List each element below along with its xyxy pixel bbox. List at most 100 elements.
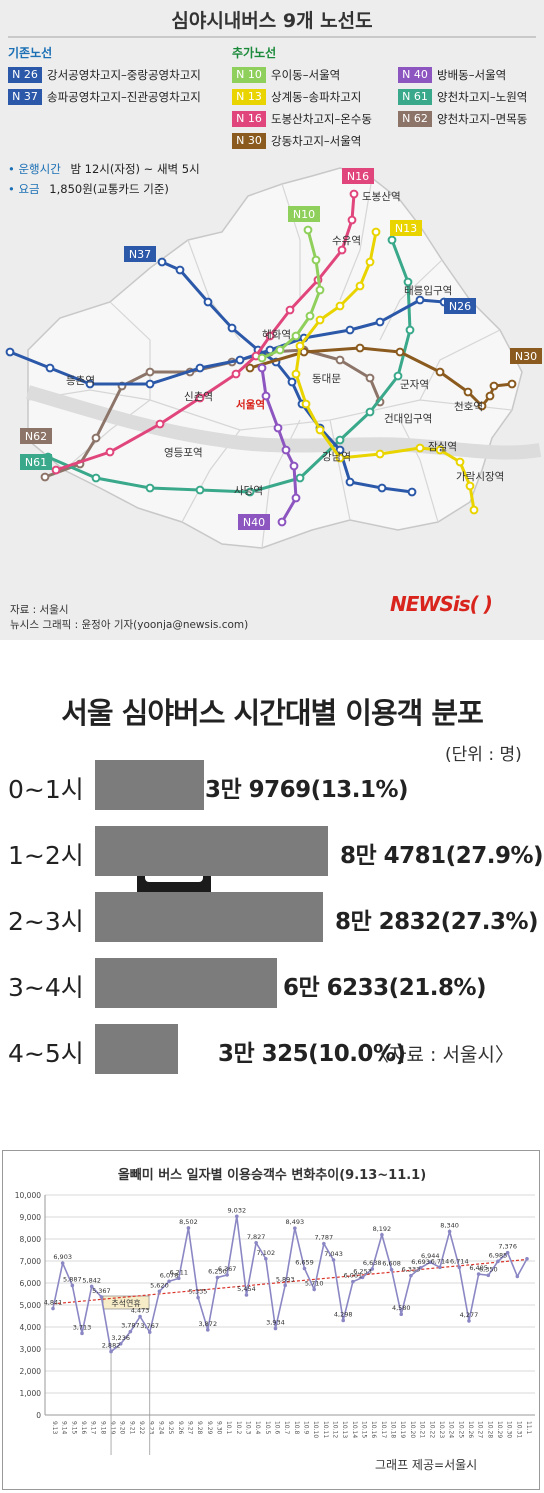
y-tick-label-10: 10,000: [15, 1191, 41, 1200]
route-stop-n30-9: [507, 379, 517, 389]
station-label-1: 수유역: [332, 235, 361, 247]
existing-routes-label: 기존노선: [8, 46, 53, 60]
route-name: 우이동–서울역: [271, 67, 341, 82]
map-badge-bg: [288, 206, 320, 222]
route-n30: [245, 343, 517, 411]
x-tick-label-33: 10.16: [370, 1421, 377, 1438]
route-stop-n62-10: [365, 373, 375, 383]
route-stop-n13-2: [355, 281, 365, 291]
route-stop-n26-8: [345, 325, 355, 335]
route-stop-n61-8: [393, 371, 403, 381]
district-boundary-6: [63, 399, 151, 471]
station-label-0: 도봉산역: [362, 191, 401, 203]
operating-hours: • 운행시간 밤 12시(자정) ~ 새벽 5시: [8, 162, 200, 176]
point-label-26: 6,659: [295, 1259, 314, 1267]
route-stop-n26-3: [145, 379, 155, 389]
holiday-label: 추석연휴: [111, 1298, 140, 1308]
station-label-12: 잠실역: [428, 441, 457, 453]
series-point-46: [496, 1259, 500, 1264]
series-point-5: [99, 1295, 104, 1299]
point-label-3: 3,713: [73, 1323, 92, 1331]
title-divider: [8, 36, 536, 38]
fare-info: • 요금 1,850원(교통카드 기준): [8, 182, 169, 196]
route-stop-n37-11: [377, 483, 387, 493]
map-title: 심야시내버스 9개 노선도: [171, 10, 373, 32]
legend-existing-1: N 37 송파공영차고지–진관공영차고지: [8, 88, 201, 105]
x-tick-label-14: 9.27: [186, 1421, 193, 1435]
route-stop-n40-6: [277, 517, 287, 527]
map-badge-label: N30: [515, 350, 537, 363]
x-tick-label-38: 10.21: [419, 1421, 426, 1438]
x-tick-label-15: 9.28: [196, 1421, 203, 1435]
district-boundary-3: [339, 177, 373, 301]
x-tick-label-44: 10.27: [477, 1421, 484, 1438]
point-label-34: 8,192: [373, 1225, 392, 1233]
x-tick-label-21: 10.4: [254, 1421, 261, 1435]
legend-added-2: N 16 도봉산차고지–온수동: [232, 110, 372, 127]
point-label-16: 3,872: [198, 1320, 217, 1328]
route-stop-n13-9: [335, 453, 345, 463]
series-point-26: [302, 1266, 307, 1271]
route-stop-n61-3: [195, 485, 205, 495]
point-label-38: 6,693: [411, 1258, 430, 1266]
point-label-17: 6,250: [208, 1268, 227, 1276]
x-tick-label-2: 9.15: [70, 1421, 77, 1435]
fare-value: 1,850원(교통카드 기준): [49, 182, 169, 196]
legend-added-5: N 61 양천차고지–노원역: [398, 88, 527, 105]
point-label-44: 6,405: [469, 1264, 488, 1272]
route-stop-n13-15: [469, 505, 479, 515]
route-stop-n30-6: [477, 401, 487, 411]
route-stop-n16-5: [265, 331, 275, 341]
hour-row-0: 0~1시 3만 9769(13.1%): [0, 758, 544, 818]
point-label-20: 5,454: [237, 1285, 256, 1293]
point-label-47: 7,376: [498, 1243, 517, 1251]
series-point-20: [244, 1293, 249, 1297]
route-stop-n16-10: [105, 447, 115, 457]
route-stop-n30-4: [435, 367, 445, 377]
point-label-11: 5,620: [150, 1281, 169, 1289]
point-label-28: 7,787: [315, 1234, 334, 1242]
map-badge-n26: N26: [444, 298, 476, 314]
series-point-9: [138, 1314, 142, 1319]
map-badge-n37: N37: [124, 246, 156, 262]
series-point-29: [331, 1258, 336, 1262]
route-stop-n30-8: [489, 381, 499, 391]
x-tick-label-17: 9.30: [215, 1421, 222, 1435]
route-stop-n13-4: [315, 315, 325, 325]
x-tick-label-31: 10.14: [351, 1421, 358, 1438]
route-stop-n13-10: [375, 449, 385, 459]
x-tick-label-28: 10.11: [322, 1421, 329, 1438]
x-tick-label-13: 9.26: [177, 1421, 184, 1435]
x-tick-label-46: 10.29: [496, 1421, 503, 1438]
point-label-42: 6,714: [450, 1257, 469, 1265]
x-tick-label-32: 10.15: [361, 1421, 368, 1438]
route-stop-n37-12: [407, 487, 417, 497]
route-code-badge: N 10: [232, 66, 266, 83]
point-label-12: 6,078: [160, 1271, 179, 1279]
point-label-32: 6,253: [353, 1267, 372, 1275]
legend-added-1: N 13 상계동–송파차고지: [232, 88, 361, 105]
map-badge-n62: N62: [20, 428, 52, 444]
route-stop-n30-3: [395, 347, 405, 357]
point-label-39: 6,944: [421, 1252, 440, 1260]
route-stop-n37-9: [335, 445, 345, 455]
route-stop-n10-6: [257, 353, 267, 363]
route-stop-n37-6: [287, 377, 297, 387]
station-label-9: 건대입구역: [384, 412, 432, 425]
x-tick-label-39: 10.22: [428, 1421, 435, 1438]
series-point-47: [505, 1250, 510, 1255]
route-name: 양천차고지–면목동: [437, 111, 528, 126]
x-tick-label-10: 9.23: [148, 1421, 155, 1435]
route-n61: [43, 235, 415, 497]
route-stop-n37-1: [175, 265, 185, 275]
added-routes-label: 추가노선: [232, 46, 277, 60]
route-stop-n26-9: [375, 317, 385, 327]
map-badge-label: N13: [395, 222, 417, 235]
x-tick-label-42: 10.25: [457, 1421, 464, 1438]
hour-bar: [95, 892, 323, 942]
map-badge-n10: N10: [288, 206, 320, 222]
x-tick-label-8: 9.21: [128, 1421, 135, 1435]
map-badge-label: N61: [25, 456, 47, 469]
point-label-4: 5,842: [82, 1276, 101, 1284]
y-tick-label-5: 5,000: [20, 1301, 42, 1310]
